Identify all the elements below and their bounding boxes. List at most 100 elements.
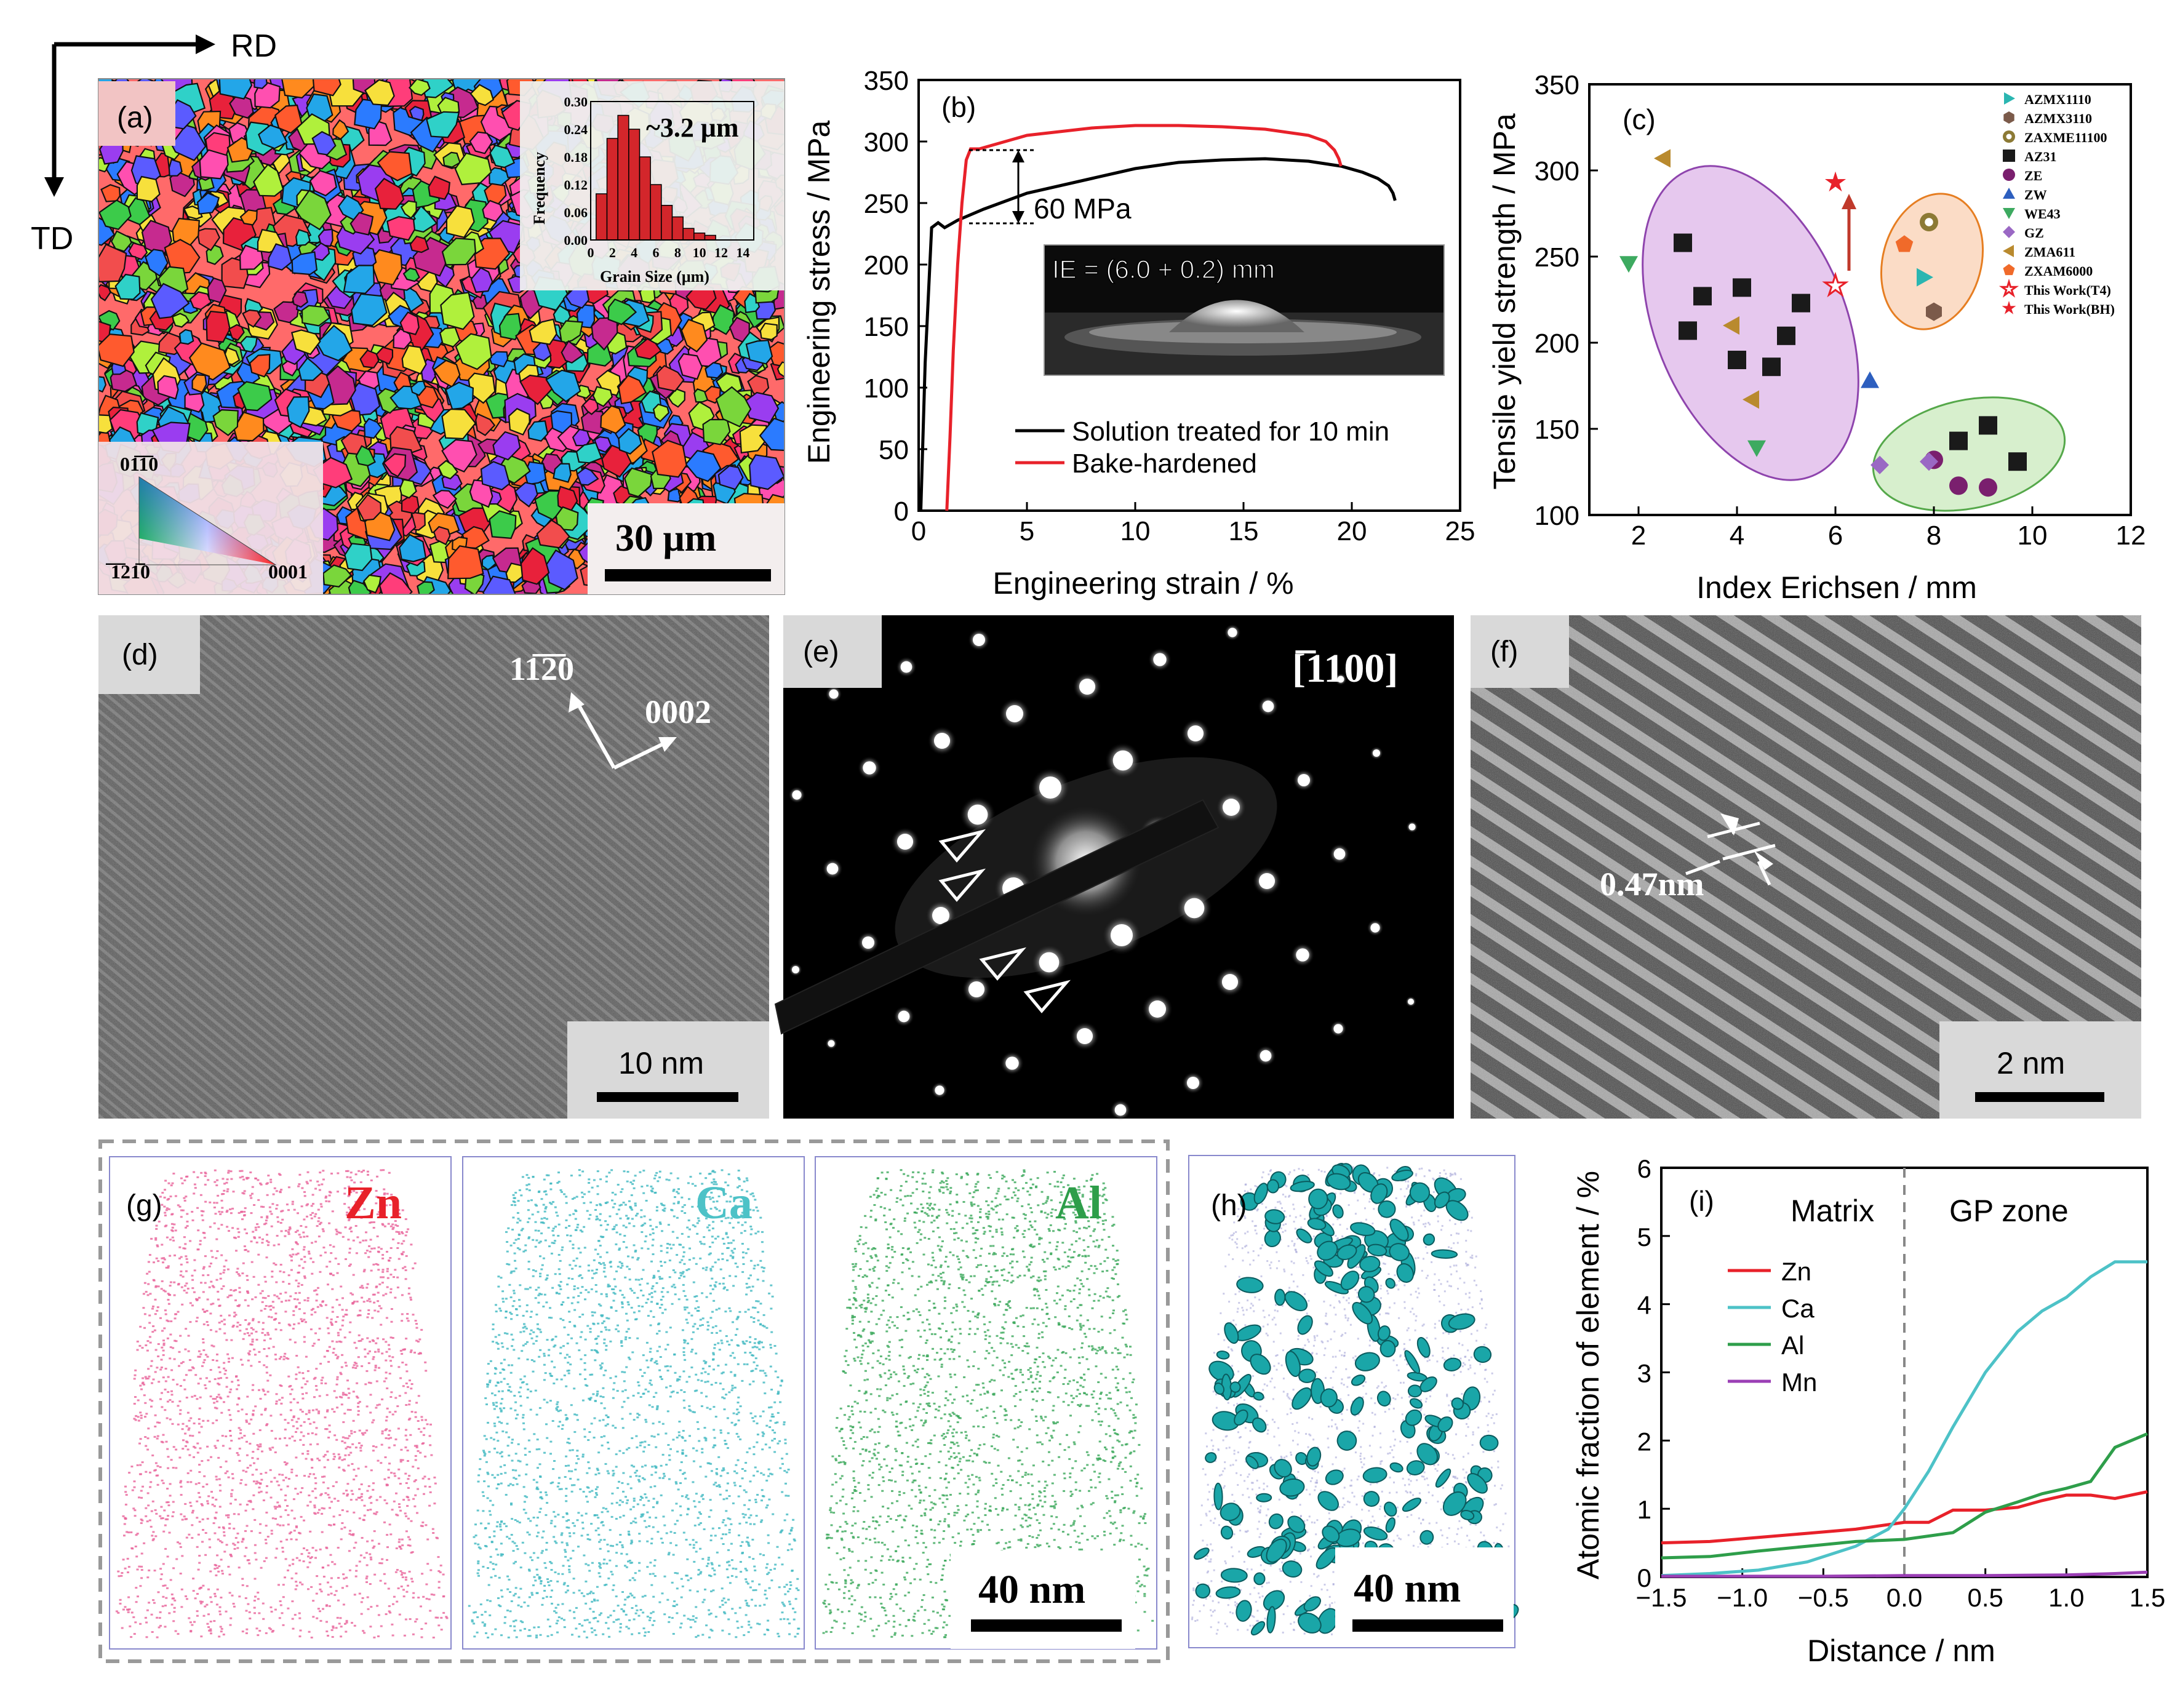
gp-zone-isosurface bbox=[1274, 1288, 1286, 1306]
scale-label-d: 10 nm bbox=[618, 1046, 704, 1080]
gp-zone-isosurface bbox=[1435, 1468, 1451, 1488]
gp-zone-isosurface bbox=[1391, 1170, 1413, 1181]
hist-bar bbox=[606, 138, 618, 241]
gp-zone-isosurface bbox=[1445, 1200, 1469, 1221]
diffraction-spot bbox=[1333, 848, 1346, 860]
gp-zone-isosurface bbox=[1266, 1179, 1280, 1194]
scatter-point bbox=[1679, 321, 1697, 340]
scale-label-f: 2 nm bbox=[1997, 1046, 2065, 1080]
diffraction-spot bbox=[1149, 1000, 1166, 1018]
gp-zone-isosurface bbox=[1431, 1249, 1458, 1259]
diffraction-spot bbox=[1187, 1077, 1199, 1089]
diffraction-spot bbox=[1333, 1024, 1343, 1034]
diffraction-spot bbox=[1187, 725, 1204, 742]
panel-i-chart: Atomic fraction of element / % Distance … bbox=[1571, 1154, 2165, 1668]
diffraction-spot bbox=[1184, 898, 1205, 919]
gp-zone-isosurface bbox=[1354, 1352, 1380, 1371]
gp-zone-isosurface bbox=[1220, 1502, 1241, 1522]
y-tick-label: 350 bbox=[1535, 70, 1579, 100]
diffraction-spot bbox=[1221, 973, 1239, 991]
legend-label: This Work(BH) bbox=[2024, 301, 2115, 317]
gp-zone-isosurface bbox=[1296, 1228, 1312, 1243]
gp-zone-isosurface bbox=[1385, 1517, 1395, 1533]
gp-zone-isosurface bbox=[1359, 1256, 1381, 1272]
diffraction-spot bbox=[862, 936, 874, 949]
gp-zone-isosurface bbox=[1467, 1473, 1488, 1494]
diffraction-spot bbox=[1039, 952, 1060, 973]
y-tick-label: 5 bbox=[1637, 1223, 1651, 1251]
y-tick-label: 150 bbox=[1535, 415, 1579, 445]
gp-zone-isosurface bbox=[1376, 1391, 1391, 1407]
diffraction-spot bbox=[1153, 653, 1167, 666]
scale-label-h: 40 nm bbox=[1354, 1566, 1461, 1611]
plot-frame bbox=[1588, 83, 2132, 516]
gp-zone-isosurface bbox=[1250, 1354, 1271, 1375]
gp-zone-isosurface bbox=[1357, 1286, 1375, 1303]
gp-zone-isosurface bbox=[1303, 1596, 1321, 1612]
hist-bar bbox=[661, 205, 673, 241]
gp-zone-isosurface bbox=[1332, 1204, 1344, 1219]
gp-zone-isosurface bbox=[1290, 1181, 1315, 1192]
hist-xticks: 0 2 4 6 8 10 12 14 bbox=[588, 245, 750, 260]
x-tick-label: 1.0 bbox=[2048, 1583, 2084, 1612]
panel-label-e: (e) bbox=[803, 636, 839, 668]
gp-zone-isosurface bbox=[1448, 1313, 1475, 1330]
scatter-point bbox=[1674, 233, 1692, 252]
scale-label-g: 40 nm bbox=[978, 1567, 1085, 1612]
y-tick-label: 300 bbox=[1535, 156, 1579, 186]
gp-zone-isosurface bbox=[1274, 1459, 1292, 1478]
rd-label: RD bbox=[231, 28, 277, 64]
gp-zone-isosurface bbox=[1266, 1538, 1287, 1563]
gp-zone-isosurface bbox=[1253, 1572, 1266, 1586]
hist-bar bbox=[628, 129, 641, 241]
y-tick-label: 6 bbox=[1637, 1154, 1651, 1183]
y-tick-label: 2 bbox=[1637, 1427, 1651, 1456]
apt-el-ca: Ca bbox=[695, 1177, 753, 1229]
x-tick-label: 1.5 bbox=[2130, 1583, 2165, 1612]
apt-el-zn: Zn bbox=[345, 1177, 402, 1229]
hist-bars bbox=[596, 114, 716, 241]
y-tick-label: 3 bbox=[1637, 1359, 1651, 1388]
x-tick-label: −0.5 bbox=[1798, 1583, 1849, 1612]
zone-axis-label: [̅1100] bbox=[1292, 646, 1398, 691]
scatter-point bbox=[1728, 351, 1746, 369]
c-legend: AZMX1110 AZMX3110 ZAXME11100 AZ31 ZE ZW WE43 GZ… bbox=[1998, 92, 2115, 317]
scatter-point bbox=[2003, 111, 2014, 124]
scatter-point bbox=[1824, 171, 1847, 192]
gp-zone-isosurface bbox=[1213, 1482, 1223, 1510]
legend-label: Al bbox=[1781, 1331, 1804, 1360]
gp-zone-isosurface bbox=[1236, 1600, 1252, 1622]
x-tick-label: 20 bbox=[1337, 516, 1367, 546]
y-tick-label: 150 bbox=[864, 312, 909, 342]
gp-zone-isosurface bbox=[1416, 1337, 1431, 1358]
legend-label: ZXAM6000 bbox=[2024, 263, 2093, 279]
i-ylabel: Atomic fraction of element / % bbox=[1571, 1171, 1605, 1579]
scatter-point bbox=[1979, 416, 1997, 435]
diffraction-spots bbox=[788, 624, 1418, 1120]
x-tick-label: 5 bbox=[1020, 516, 1034, 546]
diffraction-spot bbox=[792, 790, 802, 800]
x-tick-label: 12 bbox=[2116, 521, 2146, 551]
panel-label-g: (g) bbox=[126, 1189, 162, 1222]
panel-label-box bbox=[1471, 615, 1569, 688]
panel-label-box bbox=[98, 81, 175, 146]
scatter-point bbox=[1917, 268, 1933, 287]
gp-zone-isosurface bbox=[1350, 1222, 1376, 1236]
legend-label: This Work(T4) bbox=[2024, 282, 2111, 298]
cluster-ellipses bbox=[1642, 165, 2066, 512]
scatter-point bbox=[1822, 271, 1849, 298]
gp-zone-isosurface bbox=[1409, 1182, 1431, 1203]
gp-zone-isosurface bbox=[1419, 1376, 1437, 1392]
hist-yticks: 0.30 0.24 0.18 0.12 0.06 0.00 bbox=[564, 94, 588, 248]
scatter-point bbox=[1733, 278, 1751, 297]
gp-zone-isosurface bbox=[1205, 1452, 1217, 1463]
gp-zone-isosurface bbox=[1295, 1452, 1308, 1465]
legend-label: AZ31 bbox=[2024, 149, 2057, 164]
scatter-point bbox=[1723, 316, 1739, 335]
gp-zone-isosurface bbox=[1252, 1417, 1267, 1433]
cluster-ellipse-green bbox=[1872, 396, 2066, 512]
diffraction-spot bbox=[968, 981, 985, 998]
gp-zone-isosurface bbox=[1409, 1398, 1423, 1409]
diffraction-spot bbox=[1039, 776, 1061, 799]
legend-label: Bake-hardened bbox=[1072, 449, 1257, 479]
